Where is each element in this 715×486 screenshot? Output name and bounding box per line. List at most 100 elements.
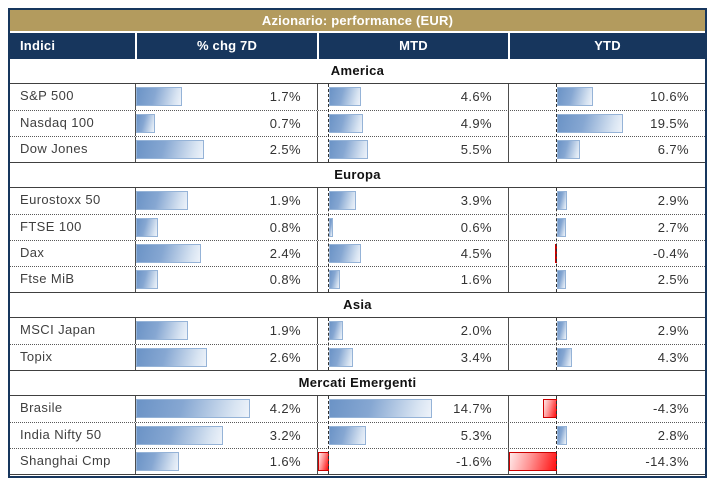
bar-cell-chg7d: 4.2% [135, 396, 317, 422]
value-label: 3.4% [460, 350, 492, 365]
value-label: 14.7% [453, 401, 492, 416]
value-label: 4.2% [269, 401, 301, 416]
data-bar [557, 140, 580, 159]
data-bar [557, 218, 567, 237]
section-header-europa: Europa [10, 163, 705, 187]
section-rows: S&P 500 1.7% 4.6% 10.6% Nasdaq 100 0.7% 4.9% 19… [10, 83, 705, 163]
bar-cell-mtd: 2.0% [317, 318, 508, 344]
data-bar [136, 191, 188, 210]
value-label: 3.9% [460, 193, 492, 208]
column-header-chg7d: % chg 7D [135, 33, 317, 59]
value-label: 0.7% [269, 116, 301, 131]
column-header-mtd: MTD [317, 33, 508, 59]
bar-cell-ytd: -14.3% [508, 449, 705, 474]
table-row: Topix 2.6% 3.4% 4.3% [10, 344, 705, 370]
bar-cell-mtd: 4.9% [317, 111, 508, 136]
value-label: 1.6% [460, 272, 492, 287]
value-label: -14.3% [645, 454, 689, 469]
value-label: 4.6% [460, 89, 492, 104]
value-label: -1.6% [456, 454, 492, 469]
section-rows: Brasile 4.2% 14.7% -4.3% India Nifty 50 3.2% 5… [10, 395, 705, 475]
table-row: Shanghai Cmp 1.6% -1.6% -14.3% [10, 448, 705, 474]
data-bar [136, 114, 155, 133]
value-label: 1.9% [269, 193, 301, 208]
value-label: 2.5% [269, 142, 301, 157]
bar-cell-chg7d: 1.9% [135, 188, 317, 214]
value-label: 3.2% [269, 428, 301, 443]
data-bar [329, 321, 344, 340]
data-bar [329, 140, 368, 159]
value-label: 1.6% [269, 454, 301, 469]
data-bar [329, 244, 361, 263]
bar-cell-mtd: -1.6% [317, 449, 508, 474]
bar-cell-mtd: 3.4% [317, 345, 508, 370]
data-bar [136, 87, 183, 106]
data-bar [136, 270, 158, 289]
data-bar [329, 348, 353, 367]
data-bar [557, 348, 572, 367]
axis-dashed-line [328, 396, 330, 474]
data-bar [329, 114, 364, 133]
table-row: Brasile 4.2% 14.7% -4.3% [10, 396, 705, 422]
axis-dashed-line [556, 396, 558, 474]
data-bar [136, 321, 188, 340]
section-header-asia: Asia [10, 293, 705, 317]
axis-dashed-line [556, 84, 558, 162]
bar-cell-chg7d: 0.7% [135, 111, 317, 136]
value-label: 2.8% [657, 428, 689, 443]
data-bar [557, 191, 567, 210]
bar-cell-ytd: 2.9% [508, 318, 705, 344]
value-label: 19.5% [650, 116, 689, 131]
column-header-indici: Indici [20, 38, 56, 53]
value-label: 1.9% [269, 323, 301, 338]
value-label: 1.7% [269, 89, 301, 104]
data-bar [329, 218, 334, 237]
bar-cell-mtd: 1.6% [317, 267, 508, 292]
data-bar [542, 399, 558, 418]
bar-cell-chg7d: 2.5% [135, 137, 317, 162]
table-row: Nasdaq 100 0.7% 4.9% 19.5% [10, 110, 705, 136]
value-label: -0.4% [653, 246, 689, 261]
table-row: MSCI Japan 1.9% 2.0% 2.9% [10, 318, 705, 344]
column-header-ytd: YTD [508, 33, 705, 59]
column-header-row: Indici % chg 7D MTD YTD [10, 33, 705, 59]
section-rows: MSCI Japan 1.9% 2.0% 2.9% Topix 2.6% 3.4% 4.3% [10, 317, 705, 371]
index-name: Ftse MiB [20, 271, 75, 286]
index-name: India Nifty 50 [20, 427, 102, 442]
value-label: 0.8% [269, 220, 301, 235]
bar-cell-mtd: 0.6% [317, 215, 508, 240]
data-bar [136, 218, 158, 237]
table-title: Azionario: performance (EUR) [10, 10, 705, 33]
bar-cell-ytd: 2.8% [508, 423, 705, 448]
performance-table: Azionario: performance (EUR) Indici % ch… [8, 8, 707, 478]
table-row: S&P 500 1.7% 4.6% 10.6% [10, 84, 705, 110]
index-name: Shanghai Cmp [20, 453, 111, 468]
data-bar [136, 348, 207, 367]
axis-dashed-line [328, 188, 330, 292]
value-label: 0.6% [460, 220, 492, 235]
bar-cell-ytd: 19.5% [508, 111, 705, 136]
value-label: 2.0% [460, 323, 492, 338]
value-label: 2.7% [657, 220, 689, 235]
data-bar [136, 452, 180, 471]
bar-cell-mtd: 5.5% [317, 137, 508, 162]
data-bar [557, 114, 623, 133]
value-label: 2.9% [657, 193, 689, 208]
bar-cell-chg7d: 1.6% [135, 449, 317, 474]
section-header-america: America [10, 59, 705, 83]
bar-cell-chg7d: 0.8% [135, 215, 317, 240]
bar-cell-ytd: 2.7% [508, 215, 705, 240]
value-label: 6.7% [657, 142, 689, 157]
data-bar [329, 426, 367, 445]
value-label: 2.4% [269, 246, 301, 261]
bar-cell-mtd: 14.7% [317, 396, 508, 422]
value-label: 5.3% [460, 428, 492, 443]
index-name: Nasdaq 100 [20, 115, 95, 130]
data-bar [136, 244, 202, 263]
index-name: FTSE 100 [20, 219, 82, 234]
bar-cell-ytd: 10.6% [508, 84, 705, 110]
index-name: MSCI Japan [20, 322, 96, 337]
data-bar [557, 321, 567, 340]
data-bar [557, 87, 593, 106]
index-name: Dax [20, 245, 45, 260]
